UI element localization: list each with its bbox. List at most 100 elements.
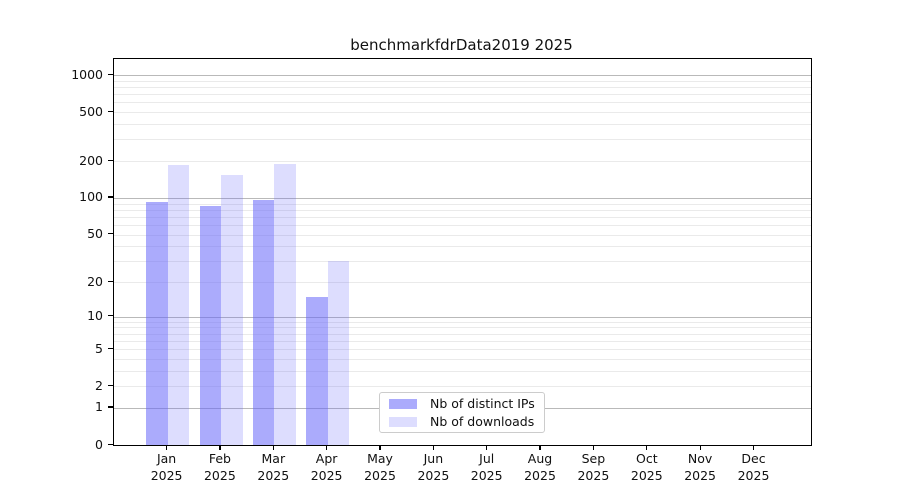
- bar-downloads: [221, 175, 243, 445]
- minor-gridline: [114, 321, 811, 323]
- x-tick-month: Jan: [156, 451, 177, 466]
- x-tick-year: 2025: [310, 467, 343, 483]
- x-tick-mark: [272, 445, 274, 451]
- x-tick-year: 2025: [684, 467, 716, 483]
- y-tick-mark: [108, 196, 113, 198]
- y-tick-label: 1000: [71, 66, 103, 82]
- minor-gridline: [114, 216, 811, 218]
- x-tick-month: Jul: [479, 451, 495, 466]
- x-tick-month: Mar: [261, 451, 286, 466]
- x-tick-month: Oct: [635, 451, 658, 466]
- bar-distinct-ips: [146, 201, 168, 445]
- minor-gridline: [114, 333, 811, 335]
- legend-entry: Nb of downloads: [380, 414, 544, 429]
- chart-title: benchmarkfdrData2019 2025: [350, 36, 573, 54]
- x-tick-month: Feb: [208, 451, 231, 466]
- bar-distinct-ips: [252, 200, 275, 445]
- y-tick-mark: [108, 347, 113, 349]
- x-tick-mark: [646, 445, 648, 451]
- y-tick-mark: [108, 233, 113, 235]
- x-tick-month: Aug: [527, 451, 553, 466]
- minor-gridline: [114, 386, 811, 388]
- minor-gridline: [114, 102, 811, 104]
- x-tick-mark: [326, 445, 328, 451]
- x-tick-label: Oct 2025: [617, 451, 677, 484]
- minor-gridline: [114, 87, 811, 88]
- minor-gridline: [114, 340, 811, 342]
- x-tick-label: Jan 2025: [137, 451, 197, 484]
- x-tick-label: May 2025: [350, 451, 410, 484]
- major-gridline: [114, 75, 811, 77]
- x-tick-month: May: [367, 451, 393, 466]
- x-tick-year: 2025: [150, 467, 183, 483]
- y-tick-label: 5: [95, 340, 103, 356]
- y-tick-mark: [108, 315, 113, 317]
- x-tick-label: Jun 2025: [403, 451, 463, 484]
- x-tick-year: 2025: [577, 467, 610, 483]
- bar-distinct-ips: [199, 205, 221, 445]
- y-tick-label: 500: [79, 103, 103, 119]
- bar-downloads: [327, 261, 350, 445]
- y-tick-label: 2: [95, 377, 103, 393]
- minor-gridline: [114, 370, 811, 372]
- legend-swatch-distinct-ips: [389, 398, 417, 409]
- minor-gridline: [114, 327, 811, 329]
- minor-gridline: [114, 358, 811, 360]
- x-tick-month: Apr: [315, 451, 338, 466]
- x-tick-mark: [486, 445, 488, 451]
- minor-gridline: [114, 234, 811, 236]
- x-tick-month: Jun: [423, 451, 444, 466]
- minor-gridline: [114, 282, 811, 283]
- x-tick-label: Aug 2025: [510, 451, 570, 484]
- x-tick-month: Sep: [581, 451, 606, 466]
- x-tick-year: 2025: [470, 467, 503, 483]
- x-tick-year: 2025: [417, 467, 450, 483]
- x-tick-year: 2025: [524, 467, 556, 483]
- x-tick-mark: [165, 445, 168, 451]
- legend-entry: Nb of distinct IPs: [380, 396, 544, 411]
- x-tick-year: 2025: [364, 467, 396, 483]
- minor-gridline: [114, 209, 811, 211]
- legend-swatch-downloads: [389, 416, 417, 427]
- minor-gridline: [114, 261, 811, 263]
- major-gridline: [114, 197, 811, 199]
- x-tick-month: Dec: [741, 451, 766, 466]
- y-tick-label: 1: [95, 399, 103, 415]
- minor-gridline: [114, 112, 811, 114]
- x-tick-label: Jul 2025: [457, 451, 517, 484]
- x-tick-year: 2025: [737, 467, 770, 483]
- minor-gridline: [114, 80, 811, 82]
- y-tick-label: 20: [87, 273, 103, 289]
- minor-gridline: [114, 124, 811, 125]
- x-tick-label: Dec 2025: [724, 451, 784, 484]
- minor-gridline: [114, 224, 811, 226]
- x-tick-month: Nov: [687, 451, 713, 466]
- major-gridline: [114, 316, 811, 318]
- x-tick-label: Feb 2025: [190, 451, 250, 484]
- bar-downloads: [274, 163, 296, 445]
- minor-gridline: [114, 161, 811, 162]
- minor-gridline: [114, 94, 811, 96]
- minor-gridline: [114, 349, 811, 351]
- x-tick-mark: [379, 445, 381, 451]
- y-tick-label: 200: [79, 152, 103, 168]
- y-tick-mark: [108, 110, 113, 112]
- bar-downloads: [167, 165, 190, 445]
- x-tick-year: 2025: [630, 467, 663, 483]
- x-tick-mark: [539, 445, 541, 451]
- x-tick-year: 2025: [257, 467, 290, 483]
- x-tick-mark: [219, 445, 221, 451]
- y-tick-label: 0: [95, 436, 103, 452]
- x-tick-mark: [699, 445, 701, 451]
- x-tick-label: Mar 2025: [243, 451, 303, 484]
- minor-gridline: [114, 139, 811, 141]
- x-tick-mark: [752, 445, 755, 451]
- x-tick-label: Sep 2025: [563, 451, 623, 484]
- legend-label: Nb of distinct IPs: [430, 396, 535, 411]
- y-tick-mark: [108, 159, 113, 161]
- x-tick-label: Nov 2025: [670, 451, 730, 484]
- x-tick-label: Apr 2025: [297, 451, 357, 484]
- x-tick-year: 2025: [203, 467, 236, 483]
- y-tick-mark: [108, 73, 113, 75]
